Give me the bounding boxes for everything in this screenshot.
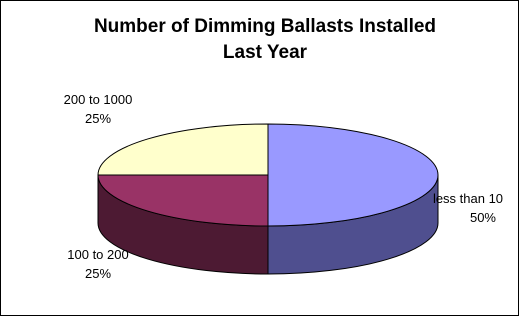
slice-label-2: 200 to 1000 xyxy=(64,92,133,107)
slice-value-label-0: 50% xyxy=(470,210,496,225)
pie-slice-1 xyxy=(97,174,269,227)
slice-value-label-2: 25% xyxy=(85,111,111,126)
slice-label-1: 100 to 200 xyxy=(67,247,128,262)
slice-value-label-1: 25% xyxy=(85,266,111,281)
chart-frame xyxy=(0,0,519,316)
chart-title: Number of Dimming Ballasts Installed Las… xyxy=(93,16,437,63)
pie-slice-2 xyxy=(97,123,269,176)
slice-label-0: less than 10 xyxy=(433,191,503,206)
